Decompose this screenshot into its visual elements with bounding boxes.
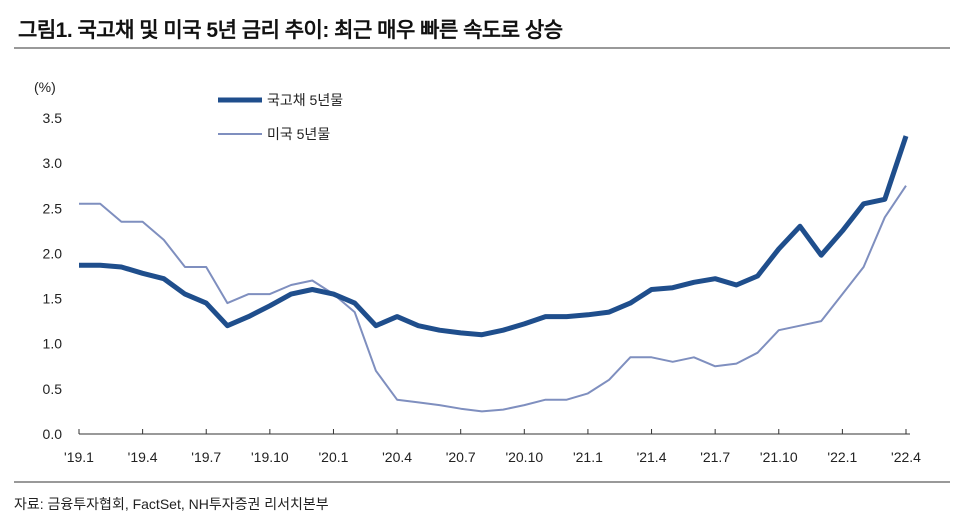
source-divider [14, 481, 950, 483]
x-tick-label: '21.10 [760, 449, 798, 465]
figure-title: 그림1. 국고채 및 미국 5년 금리 추이: 최근 매우 빠른 속도로 상승 [18, 19, 563, 42]
y-tick-label: 3.0 [43, 155, 63, 171]
y-tick-label: 2.0 [43, 245, 63, 261]
y-tick-label: 0.5 [43, 381, 63, 397]
x-tick-label: '20.10 [505, 449, 543, 465]
x-tick-label: '21.1 [573, 449, 603, 465]
y-tick-label: 1.0 [43, 336, 63, 352]
x-tick-label: '19.4 [128, 449, 158, 465]
y-tick-label: 0.0 [43, 426, 63, 442]
x-tick-label: '20.7 [446, 449, 476, 465]
series-line-kr-5y [79, 135, 909, 338]
y-tick-label: 1.5 [43, 291, 63, 307]
y-tick-label: 3.5 [43, 110, 63, 126]
series-line-us-5y [79, 185, 907, 413]
x-tick-label: '19.7 [191, 449, 221, 465]
x-tick-label: '22.4 [891, 449, 921, 465]
x-tick-label: '19.10 [251, 449, 289, 465]
x-tick-label: '19.1 [64, 449, 94, 465]
x-tick-label: '21.4 [637, 449, 667, 465]
title-divider [14, 47, 950, 49]
x-tick-label: '20.4 [382, 449, 412, 465]
x-tick-label: '21.7 [700, 449, 730, 465]
y-tick-label: 2.5 [43, 200, 63, 216]
x-tick-label: '20.1 [319, 449, 349, 465]
x-tick-label: '22.1 [827, 449, 857, 465]
y-axis-label: (%) [34, 79, 56, 95]
legend-label: 국고채 5년물 [267, 92, 343, 108]
legend-label: 미국 5년물 [267, 126, 330, 142]
source-note: 자료: 금융투자협회, FactSet, NH투자증권 리서치본부 [14, 496, 329, 512]
